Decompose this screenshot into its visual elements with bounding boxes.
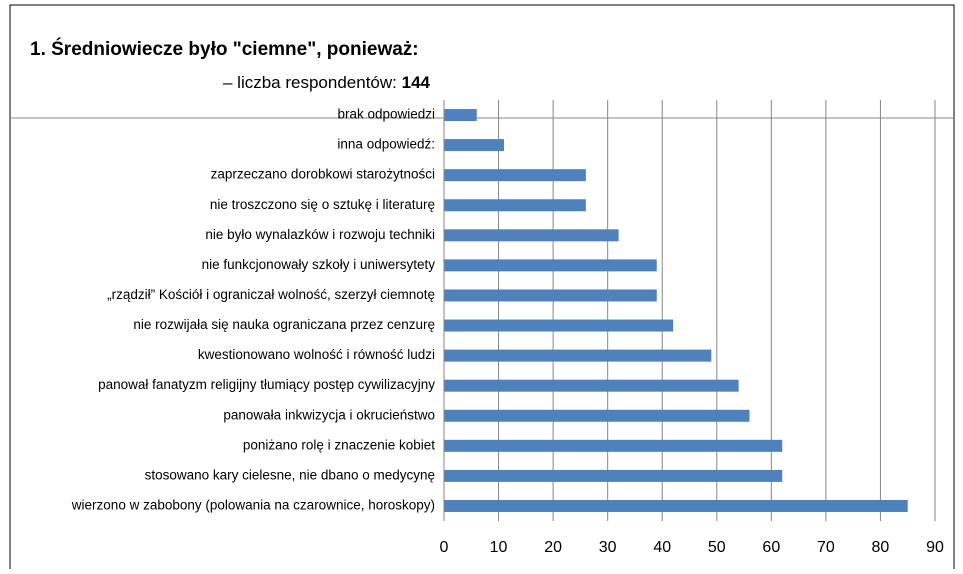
x-tick-label: 60 (762, 539, 780, 556)
bar (444, 409, 750, 422)
bar (444, 259, 657, 272)
bar (444, 229, 619, 242)
y-tick-label: „rządził” Kościół i ograniczał wolność, … (107, 287, 435, 302)
bar (444, 349, 712, 362)
frame (9, 4, 955, 574)
x-tick-label: 50 (708, 539, 726, 556)
x-tick-label: 10 (490, 539, 508, 556)
bar (444, 319, 674, 332)
x-tick-label: 0 (440, 539, 449, 556)
chart-title: 1. Średniowiecze było "ciemne", ponieważ… (30, 38, 419, 60)
y-tick-label: inna odpowiedź: (337, 137, 435, 152)
x-tick-label: 70 (817, 539, 835, 556)
y-tick-label: wierzono w zabobony (polowania na czarow… (71, 498, 435, 513)
subtitle-value: 144 (402, 73, 431, 92)
y-tick-label: nie funkcjonowały szkoły i uniwersytety (202, 257, 436, 272)
y-tick-label: nie troszczono się o sztukę i literaturę (210, 197, 435, 212)
x-tick-label: 90 (926, 539, 944, 556)
y-tick-label: panowała inkwizycja i okrucieństwo (223, 407, 435, 422)
bar (444, 109, 477, 122)
subtitle-text: – liczba respondentów: (223, 73, 397, 92)
x-tick-label: 20 (544, 539, 562, 556)
chart-subtitle: – liczba respondentów: 144 (223, 73, 431, 92)
bar (444, 379, 739, 392)
bar (444, 199, 586, 212)
x-tick-label: 80 (872, 539, 890, 556)
x-tick-label: 40 (653, 539, 671, 556)
bar (444, 289, 657, 302)
y-tick-label: zaprzeczano dorobkowi starożytności (211, 167, 435, 182)
y-tick-label: panował fanatyzm religijny tłumiący post… (98, 377, 435, 392)
x-tick-label: 30 (599, 539, 617, 556)
y-tick-label: kwestionowano wolność i równość ludzi (198, 347, 435, 362)
bar (444, 469, 783, 482)
bar (444, 169, 586, 182)
y-tick-label: nie było wynalazków i rozwoju techniki (205, 227, 435, 242)
bar (444, 439, 783, 452)
bar (444, 499, 908, 512)
y-tick-label: stosowano kary cielesne, nie dbano o med… (145, 467, 435, 482)
bar (444, 139, 505, 152)
y-tick-label: poniżano rolę i znaczenie kobiet (243, 437, 435, 452)
y-tick-label: nie rozwijała się nauka ograniczana prze… (133, 317, 435, 332)
y-tick-label: brak odpowiedzi (337, 107, 435, 122)
